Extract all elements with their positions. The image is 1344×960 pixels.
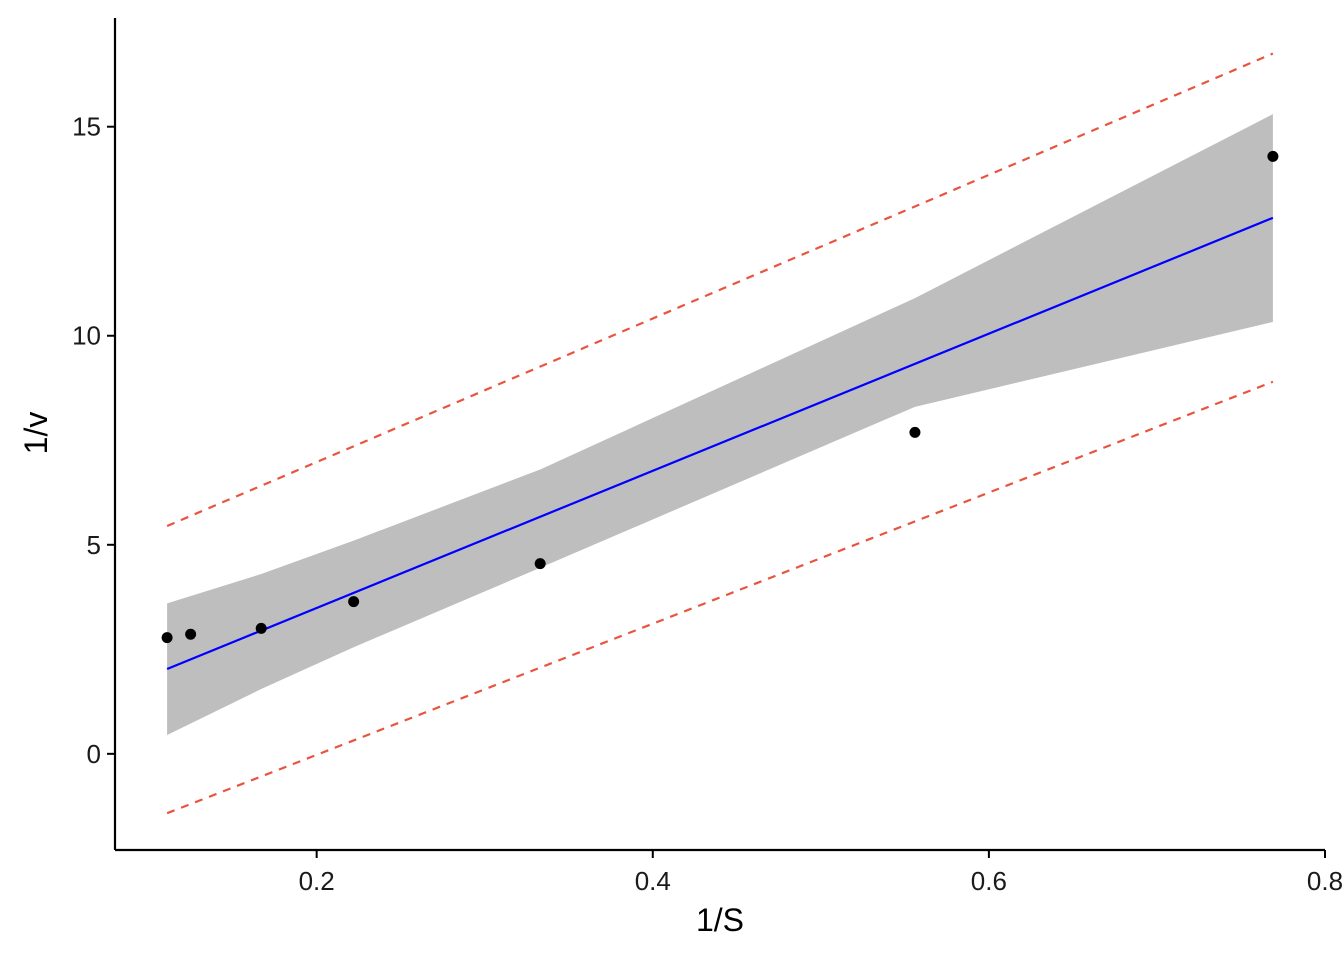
confidence-band: [167, 114, 1273, 736]
data-point: [348, 596, 360, 608]
data-point: [161, 632, 173, 644]
y-axis-title: 1/v: [18, 412, 54, 455]
prediction-band-lower: [166, 380, 1274, 815]
data-point: [1267, 150, 1279, 162]
data-point: [909, 426, 921, 438]
x-tick-label: 0.2: [299, 866, 335, 896]
x-tick-label: 0.8: [1307, 866, 1343, 896]
y-tick-label: 10: [72, 321, 101, 351]
data-point: [185, 628, 197, 640]
plot-area: [161, 52, 1279, 815]
prediction-band-upper: [166, 52, 1274, 527]
fit-line: [166, 216, 1274, 670]
x-axis-ticks: 0.2 0.4 0.6 0.8: [299, 850, 1343, 896]
data-point: [534, 558, 546, 570]
y-tick-label: 5: [87, 530, 101, 560]
y-axis-ticks: 0 5 10 15: [72, 112, 115, 769]
x-tick-label: 0.4: [635, 866, 671, 896]
y-tick-label: 15: [72, 112, 101, 142]
axes: 0.2 0.4 0.6 0.8 0 5 10 15: [72, 18, 1343, 896]
x-tick-label: 0.6: [971, 866, 1007, 896]
y-tick-label: 0: [87, 739, 101, 769]
data-point: [255, 622, 267, 634]
x-axis-title: 1/S: [696, 902, 744, 938]
